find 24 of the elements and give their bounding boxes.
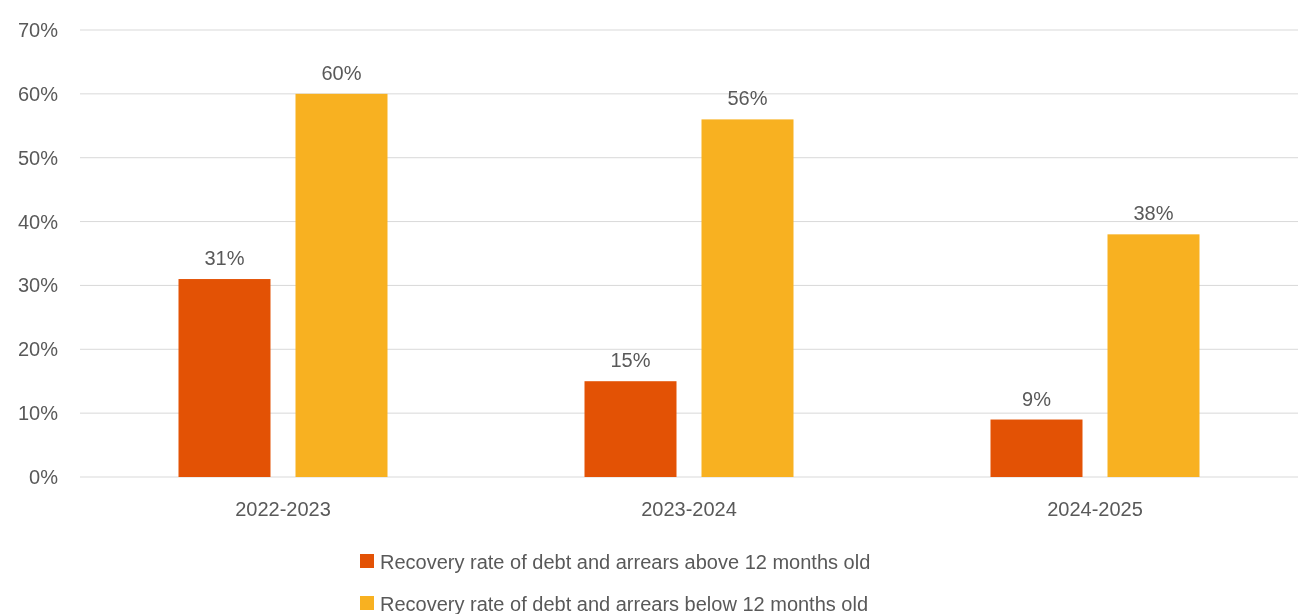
bar xyxy=(1107,234,1200,477)
y-tick-label: 30% xyxy=(17,274,59,297)
bar xyxy=(295,93,388,477)
bar xyxy=(584,381,677,477)
y-tick-label: 70% xyxy=(17,19,59,41)
data-label: 15% xyxy=(610,349,651,372)
data-label: 9% xyxy=(1022,387,1052,410)
legend-label: Recovery rate of debt and arrears above 12 months old xyxy=(380,551,871,573)
y-tick-label: 50% xyxy=(17,146,59,169)
bar xyxy=(701,119,794,477)
data-label: 56% xyxy=(727,87,768,110)
data-label: 38% xyxy=(1133,202,1174,225)
bar xyxy=(990,419,1083,477)
y-tick-label: 10% xyxy=(17,402,59,425)
data-label: 31% xyxy=(204,247,245,270)
bar xyxy=(178,279,271,477)
data-label: 60% xyxy=(321,61,362,84)
y-tick-label: 40% xyxy=(17,210,59,233)
x-tick-label: 2024-2025 xyxy=(1047,498,1143,520)
y-tick-label: 60% xyxy=(17,82,59,105)
y-tick-label: 20% xyxy=(17,338,59,361)
x-tick-label: 2022-2023 xyxy=(235,498,331,520)
y-tick-label: 0% xyxy=(29,466,59,488)
x-tick-label: 2023-2024 xyxy=(641,498,737,520)
